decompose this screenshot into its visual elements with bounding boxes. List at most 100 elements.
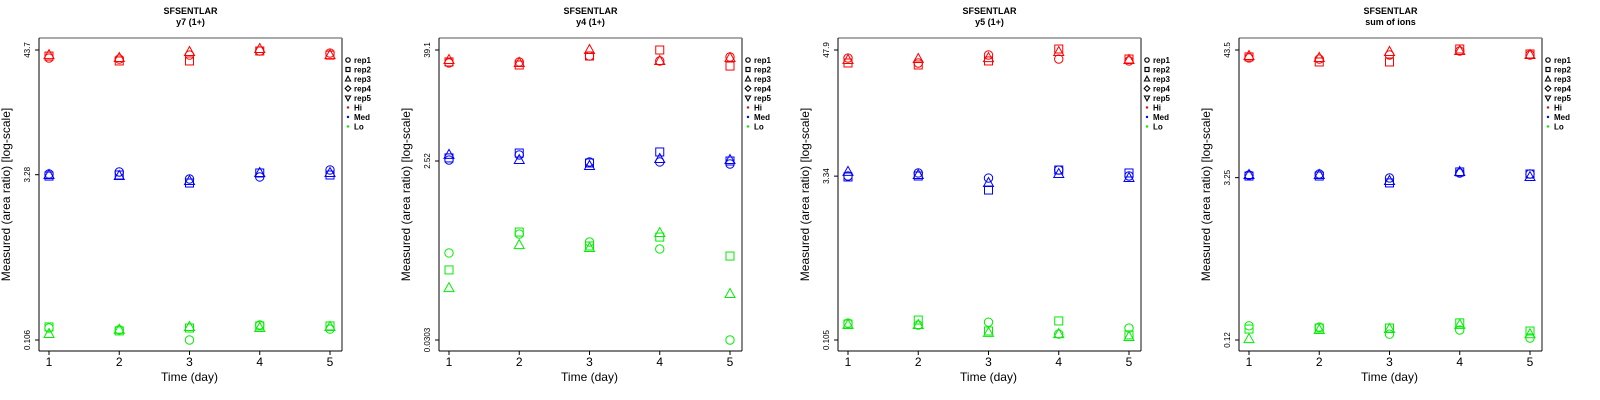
legend-label: rep4	[1153, 85, 1170, 94]
legend-dot-icon	[1145, 125, 1149, 128]
data-point	[982, 51, 995, 63]
legend-dot-icon	[746, 125, 750, 128]
data-point	[514, 148, 524, 158]
data-point	[725, 61, 735, 71]
series-lo-rep1	[444, 229, 735, 345]
legend-label: rep4	[354, 85, 371, 94]
data-point	[724, 287, 736, 298]
x-tick-label: 2	[1316, 355, 1323, 369]
data-point	[983, 317, 994, 327]
data-point	[183, 320, 196, 331]
legend-label: Lo	[754, 123, 764, 132]
legend-dot-icon	[1145, 106, 1149, 109]
legend-triangle-down-icon	[1544, 95, 1552, 102]
legend-label: Hi	[1554, 104, 1562, 113]
legend-label: Hi	[754, 104, 762, 113]
data-point	[842, 165, 854, 176]
legend-label: rep1	[754, 56, 771, 65]
legend-dot-icon	[746, 106, 750, 109]
data-point	[1384, 329, 1395, 339]
data-point	[843, 172, 853, 182]
legend-label: Med	[754, 113, 770, 122]
legend-diamond-icon	[344, 84, 352, 93]
data-point	[1052, 327, 1065, 339]
chart-subtitle: y5 (1+)	[975, 17, 1004, 27]
legend-diamond-icon	[1143, 84, 1151, 93]
series-lo-rep3	[443, 226, 736, 298]
series-med-rep3	[443, 148, 736, 170]
legend-circle-icon	[1144, 57, 1150, 63]
data-point	[113, 323, 126, 334]
data-point	[912, 168, 925, 180]
data-point	[324, 320, 336, 331]
legend-square-icon	[745, 66, 751, 73]
data-point	[1054, 165, 1064, 175]
data-point	[1453, 44, 1466, 56]
data-point	[324, 48, 336, 60]
data-point	[1314, 54, 1324, 64]
series-med-rep1	[843, 165, 1134, 183]
data-point	[1243, 332, 1255, 344]
legend-dot-icon	[1546, 115, 1550, 119]
chart-title: SFSENTLAR	[564, 6, 619, 16]
data-point	[653, 152, 666, 163]
data-point	[253, 321, 266, 332]
x-axis-label: Time (day)	[561, 370, 618, 384]
legend-label: Hi	[1153, 104, 1161, 113]
series-med-rep3	[1243, 165, 1536, 185]
legend-circle-icon	[745, 57, 751, 63]
data-point	[583, 159, 596, 170]
x-tick-label: 4	[256, 355, 263, 369]
data-point	[184, 335, 195, 345]
chart-subtitle: y4 (1+)	[576, 17, 605, 27]
data-point	[514, 227, 524, 237]
data-point	[984, 185, 993, 195]
data-point	[724, 153, 736, 165]
data-point	[443, 148, 455, 159]
data-point	[1385, 57, 1394, 67]
legend-label: rep4	[754, 85, 771, 94]
chart-title: SFSENTLAR	[963, 6, 1018, 16]
legend-square-icon	[1144, 66, 1150, 73]
data-point	[842, 53, 854, 64]
series-hi-rep3	[842, 45, 1135, 64]
chart-subtitle: y7 (1+)	[176, 17, 205, 27]
chart-title: SFSENTLAR	[164, 6, 219, 16]
data-point	[982, 326, 995, 337]
chart-subtitle: sum of ions	[1365, 17, 1416, 27]
legend-triangle-down-icon	[744, 95, 752, 102]
legend-triangle-icon	[744, 75, 752, 82]
x-tick-label: 4	[1055, 355, 1062, 369]
x-axis-label: Time (day)	[161, 370, 218, 384]
legend-circle-icon	[1545, 57, 1551, 63]
data-point	[185, 56, 194, 66]
y-axis-label: Measured (area ratio) [log-scale]	[399, 108, 413, 281]
data-point	[1453, 318, 1466, 329]
data-point	[1243, 49, 1255, 61]
data-point	[1054, 329, 1064, 339]
data-point	[1244, 321, 1254, 331]
legend-diamond-icon	[744, 84, 752, 93]
legend-label: Lo	[1554, 123, 1564, 132]
x-tick-label: 1	[845, 355, 852, 369]
y-tick-label: 0.105	[822, 329, 831, 350]
data-point	[513, 56, 526, 67]
series-hi-rep1	[444, 51, 735, 68]
data-point	[1243, 168, 1255, 180]
data-point	[1313, 323, 1326, 335]
series-lo-rep2	[44, 321, 335, 336]
x-axis-label: Time (day)	[1361, 370, 1418, 384]
data-point	[984, 56, 993, 66]
legend-dot-icon	[746, 115, 750, 119]
data-point	[913, 60, 923, 70]
data-point	[1525, 169, 1535, 179]
data-point	[1123, 171, 1135, 183]
data-point	[1524, 327, 1536, 339]
legend-label: rep1	[1554, 56, 1571, 65]
data-point	[583, 43, 596, 54]
data-point	[253, 166, 266, 177]
